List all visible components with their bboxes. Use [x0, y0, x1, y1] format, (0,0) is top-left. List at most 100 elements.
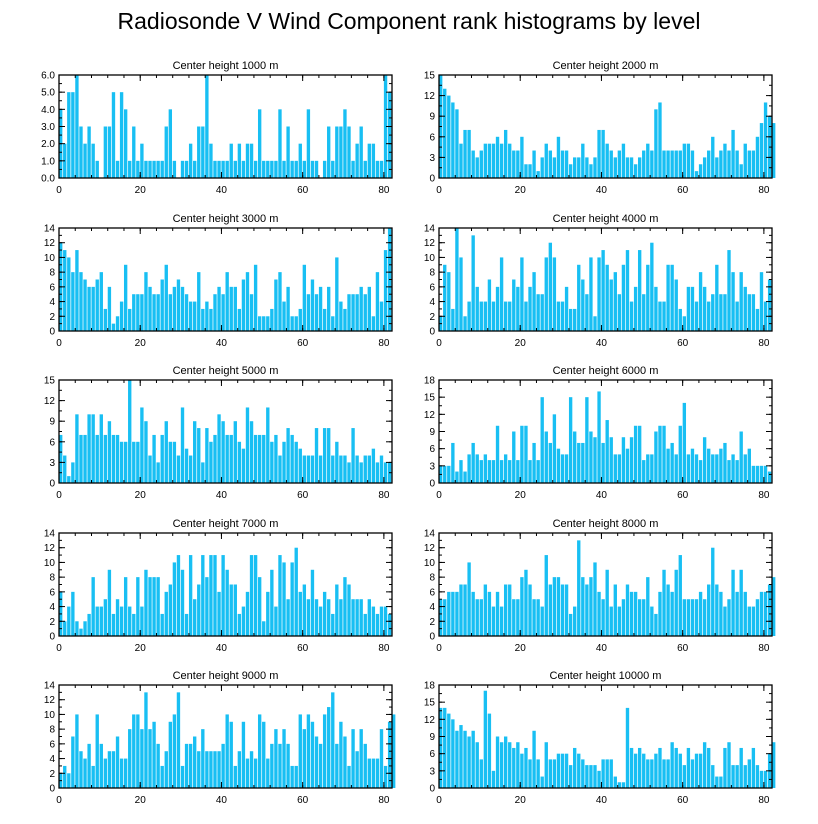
histogram-bar — [475, 599, 479, 636]
histogram-bar — [674, 569, 678, 636]
histogram-bar — [355, 599, 359, 636]
histogram-bar — [205, 75, 209, 178]
x-tick-label: 60 — [297, 643, 309, 654]
histogram-bar — [686, 599, 691, 636]
histogram-bar — [443, 88, 447, 178]
histogram-bar — [690, 150, 695, 178]
y-tick-label: 6 — [49, 587, 55, 598]
histogram-bar — [447, 713, 451, 788]
histogram-bar — [331, 160, 335, 178]
histogram-bar — [180, 160, 185, 178]
histogram-bar — [87, 613, 91, 636]
histogram-bar — [540, 157, 544, 178]
histogram-bar — [193, 160, 197, 178]
histogram-bar — [217, 286, 221, 331]
x-tick-label: 0 — [436, 643, 442, 654]
panel-title: Center height 4000 m — [553, 213, 659, 225]
histogram-bar — [528, 286, 532, 331]
x-tick-label: 80 — [758, 795, 770, 806]
histogram-bar — [327, 599, 331, 636]
histogram-bar — [180, 765, 185, 788]
y-tick-label: 15 — [424, 698, 436, 709]
histogram-bar — [686, 143, 691, 178]
histogram-bar — [99, 414, 103, 483]
histogram-bar — [568, 308, 573, 331]
histogram-bar — [209, 143, 213, 178]
histogram-bar — [298, 714, 302, 788]
histogram-bar — [443, 264, 447, 331]
histogram-bar — [528, 164, 532, 178]
histogram-bar — [690, 448, 695, 483]
histogram-bar — [552, 759, 557, 788]
histogram-bar — [516, 742, 520, 788]
histogram-bar — [585, 294, 589, 331]
histogram-bar — [597, 770, 601, 788]
y-tick-label: 10 — [424, 253, 436, 264]
histogram-bar — [512, 747, 516, 788]
histogram-bar — [172, 286, 177, 331]
histogram-bar — [95, 279, 99, 331]
histogram-bar — [144, 272, 148, 331]
histogram-bar — [613, 272, 617, 331]
histogram-bar — [585, 397, 589, 483]
histogram-bar — [564, 753, 569, 788]
y-tick-label: 6 — [429, 587, 435, 598]
histogram-bar — [245, 591, 250, 636]
y-tick-label: 0.0 — [41, 174, 55, 185]
histogram-bar — [666, 448, 670, 483]
histogram-bar — [690, 599, 695, 636]
histogram-bar — [339, 455, 343, 483]
histogram-bar — [463, 584, 467, 636]
histogram-bar — [487, 279, 492, 331]
histogram-bar — [585, 584, 589, 636]
histogram-bar — [674, 454, 678, 483]
histogram-bar — [152, 721, 156, 788]
histogram-bar — [516, 150, 520, 178]
histogram-bar — [751, 150, 756, 178]
histogram-bar — [318, 743, 323, 788]
histogram-bar — [176, 279, 181, 331]
x-tick-label: 80 — [758, 643, 770, 654]
histogram-bar — [103, 599, 108, 636]
histogram-bar — [351, 294, 355, 331]
histogram-bar — [355, 294, 359, 331]
histogram-bar — [233, 765, 237, 788]
histogram-bar — [503, 736, 508, 788]
histogram-bar — [282, 729, 286, 788]
histogram-bar — [302, 584, 307, 636]
y-tick-label: 8 — [49, 725, 55, 736]
histogram-panel: Center height 4000 m 0 2 4 6 8 10 12 14 0 20 40 60 80 — [424, 213, 773, 349]
histogram-bar — [719, 591, 723, 636]
histogram-bar — [107, 286, 112, 331]
histogram-bar — [483, 143, 488, 178]
histogram-bar — [383, 250, 388, 331]
histogram-bar — [91, 414, 95, 483]
histogram-bar — [727, 250, 731, 331]
histogram-bar — [343, 577, 347, 636]
x-tick-label: 20 — [135, 185, 147, 196]
histogram-bar — [119, 441, 124, 483]
histogram-bar — [621, 599, 626, 636]
histogram-bar — [581, 143, 585, 178]
y-tick-label: 14 — [44, 224, 56, 235]
histogram-bar — [306, 714, 311, 788]
histogram-bar — [180, 286, 185, 331]
histogram-bar — [367, 758, 371, 788]
histogram-bar — [642, 753, 646, 788]
histogram-bar — [682, 402, 687, 483]
y-tick-label: 0 — [429, 479, 435, 490]
histogram-bar — [589, 765, 593, 788]
histogram-bar — [605, 264, 609, 331]
histogram-bar — [491, 301, 496, 331]
histogram-bar — [532, 442, 536, 483]
y-tick-label: 3 — [429, 461, 435, 472]
histogram-bar — [512, 599, 516, 636]
histogram-bar — [593, 765, 597, 788]
histogram-bar — [298, 308, 302, 331]
histogram-bar — [544, 143, 548, 178]
histogram-bar — [731, 765, 735, 788]
histogram-bar — [666, 150, 670, 178]
histogram-bar — [83, 434, 87, 483]
histogram-bar — [103, 434, 108, 483]
histogram-bar — [767, 471, 772, 483]
